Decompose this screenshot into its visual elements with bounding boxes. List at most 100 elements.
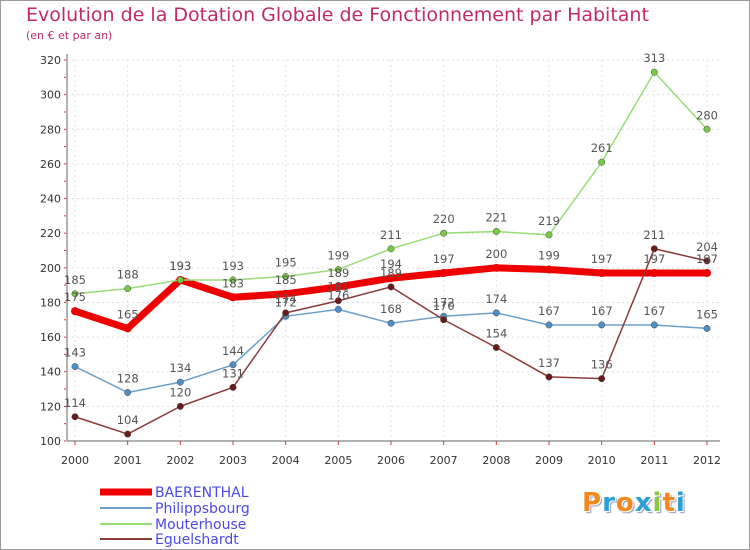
value-label: 261 — [591, 141, 613, 155]
value-label: 193 — [169, 259, 191, 273]
legend-label-baerenthal: BAERENTHAL — [155, 485, 249, 501]
legend-label-mouterhouse: Mouterhouse — [155, 517, 247, 533]
data-point — [334, 305, 342, 313]
data-point — [597, 269, 606, 278]
value-label: 211 — [643, 228, 665, 242]
data-point — [229, 383, 237, 391]
chart-subtitle: (en € et par an) — [26, 29, 113, 42]
value-label: 194 — [380, 257, 402, 271]
legend-swatches — [100, 488, 152, 540]
data-point — [176, 378, 184, 386]
data-point — [387, 274, 395, 283]
value-label: 154 — [485, 326, 507, 340]
data-point — [71, 307, 79, 316]
data-point — [598, 321, 606, 329]
x-tick-label: 2001 — [114, 454, 142, 467]
value-label: 172 — [433, 295, 455, 309]
x-tick-label: 2012 — [693, 454, 721, 467]
value-label: 176 — [327, 288, 349, 302]
logo-letter: P — [582, 488, 603, 518]
value-label: 197 — [696, 252, 718, 266]
data-point — [282, 309, 290, 317]
data-point — [545, 373, 553, 381]
x-tick-label: 2004 — [272, 454, 300, 467]
x-tick-label: 2002 — [166, 454, 194, 467]
data-point — [439, 269, 448, 278]
y-tick-label: 240 — [40, 193, 61, 206]
value-label: 174 — [485, 292, 507, 306]
value-label: 313 — [643, 51, 665, 65]
data-point — [650, 269, 659, 278]
data-point — [545, 231, 553, 239]
data-point — [124, 285, 132, 293]
data-point — [387, 245, 395, 253]
data-point — [703, 125, 711, 133]
value-label: 165 — [117, 307, 139, 321]
value-label: 189 — [380, 266, 402, 280]
value-label: 189 — [327, 266, 349, 280]
data-point — [440, 229, 448, 237]
data-point — [650, 245, 658, 253]
x-tick-label: 2000 — [61, 454, 89, 467]
x-tick-label: 2005 — [324, 454, 352, 467]
data-point — [650, 68, 658, 76]
logo-letter: t — [662, 488, 676, 518]
value-label: 174 — [275, 292, 297, 306]
value-label: 167 — [538, 304, 560, 318]
y-tick-label: 280 — [40, 123, 61, 136]
proxiti-logo: Proxiti — [582, 488, 686, 518]
data-point — [229, 361, 237, 369]
value-label: 197 — [591, 252, 613, 266]
data-point — [492, 309, 500, 317]
data-point — [387, 319, 395, 327]
value-label: 167 — [591, 304, 613, 318]
data-point — [229, 293, 237, 302]
data-point — [334, 266, 342, 273]
value-label: 144 — [222, 344, 244, 358]
data-point — [282, 273, 290, 280]
data-point — [124, 389, 132, 396]
data-point — [492, 263, 501, 272]
value-label: 131 — [222, 366, 244, 380]
value-label: 197 — [643, 252, 665, 266]
value-label: 193 — [169, 259, 191, 273]
value-label: 120 — [169, 385, 191, 399]
value-label: 128 — [117, 372, 139, 386]
y-tick-label: 100 — [40, 435, 61, 448]
logo-letter: r — [602, 488, 616, 518]
y-tick-label: 180 — [40, 296, 61, 309]
value-label: 137 — [538, 356, 560, 370]
y-tick-label: 260 — [40, 158, 61, 171]
axes: 100 120 140 160 180 200 220 240 260 280 300 320 2000… — [40, 54, 721, 467]
y-tick-label: 160 — [40, 331, 61, 344]
x-tick-label: 2008 — [482, 454, 510, 467]
value-label: 188 — [117, 268, 139, 282]
y-tick-label: 300 — [40, 89, 61, 102]
logo-letter: x — [634, 488, 653, 518]
data-point — [124, 430, 132, 438]
value-label: 134 — [169, 361, 191, 375]
data-point — [334, 297, 342, 305]
x-tick-label: 2011 — [640, 454, 668, 467]
value-label: 143 — [64, 346, 86, 360]
data-point — [176, 276, 184, 284]
value-label: 181 — [327, 280, 349, 294]
data-point — [545, 321, 553, 329]
data-point — [71, 413, 79, 421]
y-tick-label: 320 — [40, 54, 61, 67]
data-point — [71, 363, 79, 370]
value-label: 199 — [327, 249, 349, 263]
logo-letter: i — [652, 488, 663, 518]
value-label: 172 — [275, 295, 297, 309]
y-tick-label: 140 — [40, 366, 61, 379]
data-point — [492, 228, 500, 235]
data-point — [545, 265, 553, 274]
value-label: 175 — [64, 290, 86, 304]
x-tick-label: 2007 — [430, 454, 458, 467]
data-point — [229, 276, 237, 284]
value-label: 197 — [433, 252, 455, 266]
series-lines — [71, 68, 711, 438]
data-point — [492, 344, 500, 351]
